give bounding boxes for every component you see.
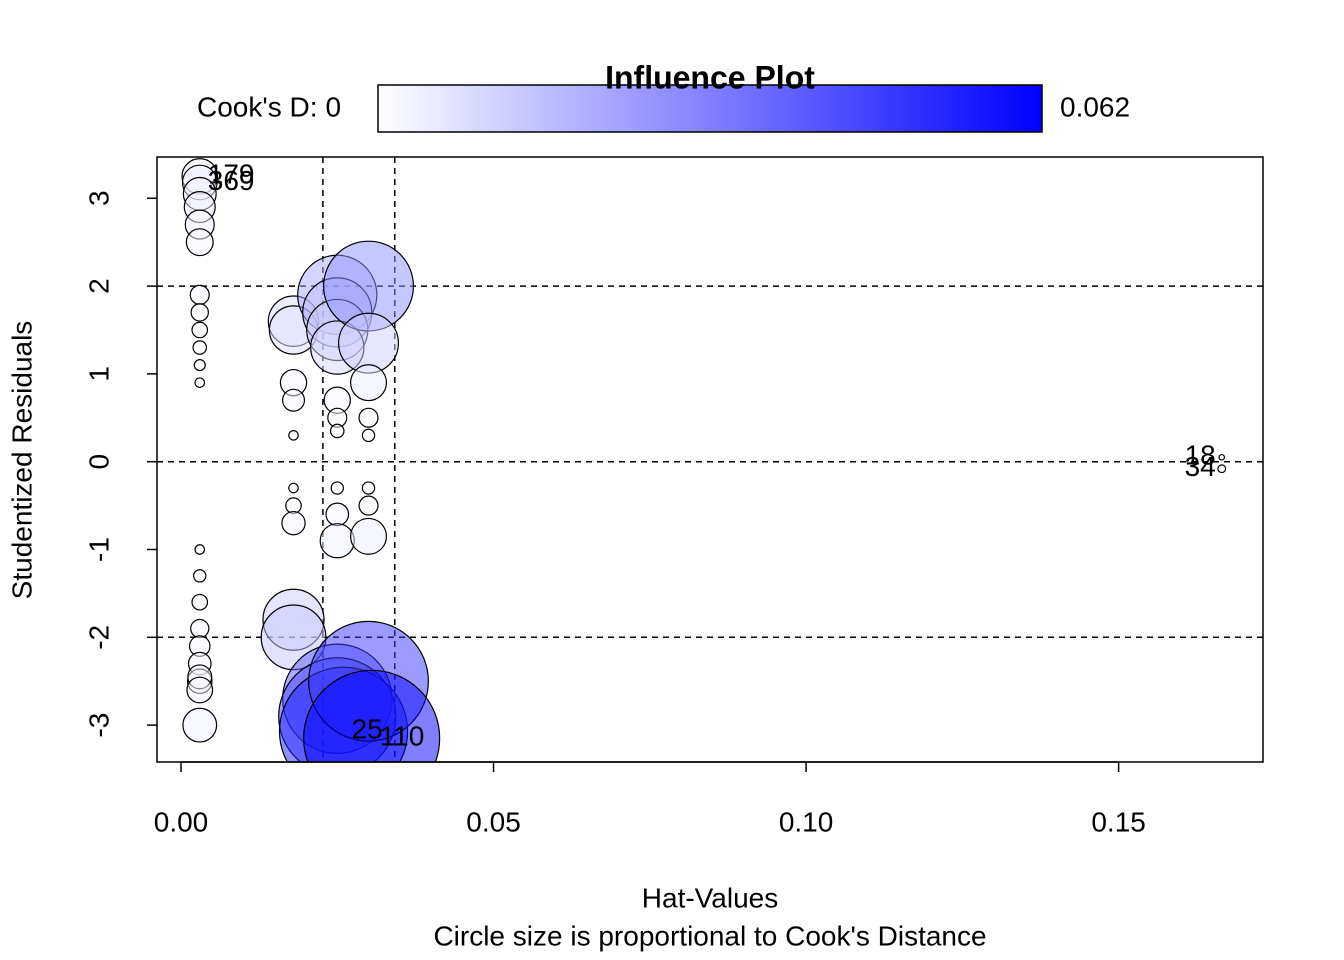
bubble: [182, 707, 218, 743]
bubble: [191, 321, 209, 339]
point-label: 179: [208, 159, 255, 190]
bubble: [329, 423, 345, 439]
bubble: [358, 407, 379, 428]
y-tick-label: -2: [83, 625, 114, 650]
bubble: [194, 377, 206, 388]
y-tick-label: 1: [83, 366, 114, 382]
y-axis-label: Studentized Residuals: [6, 321, 37, 600]
bubble: [1218, 453, 1226, 461]
colorbar: [377, 84, 1043, 133]
colorbar-min: 0: [326, 91, 342, 122]
colorbar-max: 0.062: [1060, 91, 1130, 122]
x-tick-label: 0.05: [466, 806, 521, 837]
point-label: 369: [208, 165, 255, 196]
subtitle: Circle size is proportional to Cook's Di…: [433, 920, 986, 951]
bubble: [194, 544, 206, 555]
bubble: [193, 569, 207, 583]
bubble: [189, 284, 210, 305]
bubble: [319, 523, 355, 559]
x-axis-label: Hat-Values: [642, 882, 778, 913]
bubble: [358, 495, 379, 516]
plot-area: [157, 157, 1263, 762]
bubble: [288, 482, 299, 494]
x-tick-label: 0.00: [154, 806, 209, 837]
point-label: 18: [1185, 440, 1216, 471]
bubble: [1217, 464, 1227, 474]
bubble: [350, 364, 388, 402]
y-tick-label: -3: [83, 713, 114, 738]
point-label: 110: [380, 721, 425, 752]
bubble: [350, 517, 388, 555]
y-tick-label: 3: [83, 190, 114, 206]
bubble: [191, 593, 209, 611]
bubble: [281, 510, 306, 536]
x-tick-label: 0.10: [779, 806, 834, 837]
x-tick-label: 0.15: [1091, 806, 1146, 837]
bubble: [338, 312, 400, 374]
y-tick-label: -1: [83, 537, 114, 562]
bubble: [303, 669, 441, 762]
bubble: [361, 428, 376, 443]
point-label: 34: [1185, 451, 1216, 482]
bubble: [190, 303, 209, 322]
bubble: [281, 388, 306, 412]
bubble: [193, 359, 206, 372]
colorbar-label: Cook's D:: [197, 91, 318, 122]
bubble: [288, 430, 299, 441]
bubble: [330, 481, 344, 495]
bubble: [190, 618, 210, 639]
bubble: [186, 676, 214, 704]
y-tick-label: 2: [83, 278, 114, 294]
chart-title: Influence Plot: [605, 59, 815, 95]
point-label: 25: [352, 714, 383, 745]
y-tick-label: 0: [83, 454, 114, 470]
bubble: [325, 502, 350, 527]
bubble: [185, 228, 214, 257]
bubble: [361, 481, 376, 495]
bubble: [192, 340, 208, 355]
